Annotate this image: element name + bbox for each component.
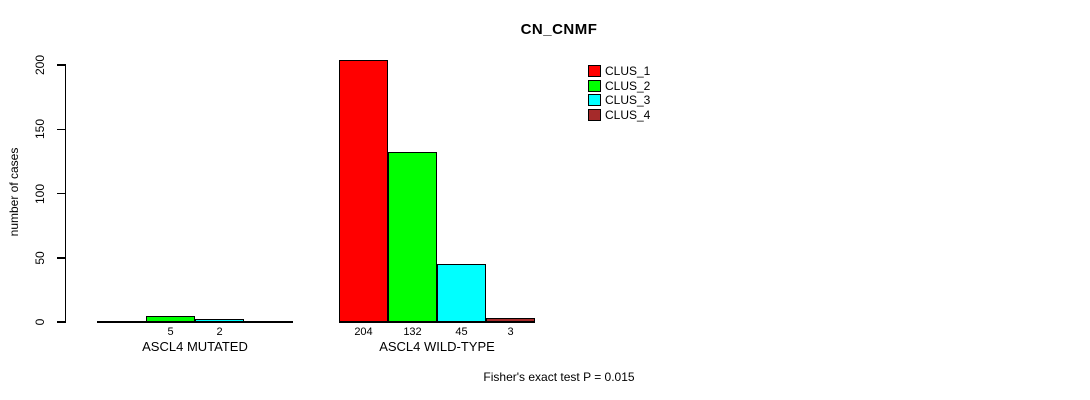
stat-annotation: Fisher's exact test P = 0.015	[483, 370, 635, 384]
bar-clus_3-2	[437, 264, 486, 322]
x-group-label: ASCL4 MUTATED	[142, 339, 248, 354]
legend-swatch-clus_4	[588, 108, 601, 121]
bar-value-label: 2	[216, 326, 223, 338]
bar-value-label: 45	[455, 326, 468, 338]
y-tick	[57, 192, 65, 195]
legend-item: CLUS_4	[588, 107, 651, 122]
y-tick-label: 50	[33, 251, 47, 265]
legend-label: CLUS_3	[605, 93, 651, 107]
legend-item: CLUS_2	[588, 78, 651, 93]
bar-value-label: 204	[354, 326, 373, 338]
legend-item: CLUS_3	[588, 94, 650, 106]
y-tick	[57, 64, 65, 66]
legend-swatch-clus_2	[588, 79, 601, 92]
y-tick-label: 100	[33, 183, 47, 204]
chart-title: CN_CNMF	[520, 21, 598, 38]
bar-clus_2-2	[388, 152, 437, 322]
y-tick	[57, 321, 65, 323]
bar-clus_4-2	[486, 318, 535, 322]
bar-value-label: 3	[507, 326, 514, 338]
bar-value-label: 5	[167, 326, 174, 338]
y-tick-label: 200	[33, 54, 47, 76]
legend-label: CLUS_4	[605, 107, 651, 122]
y-axis-label: number of cases	[7, 147, 21, 237]
legend-item: CLUS_1	[588, 65, 650, 77]
legend-label: CLUS_1	[605, 64, 651, 78]
bar-clus_3-1	[195, 319, 244, 322]
bar-clus_2-1	[146, 316, 195, 322]
legend-swatch-clus_3	[588, 94, 601, 106]
y-tick-label: 150	[33, 119, 47, 140]
bar-value-label: 132	[403, 326, 422, 338]
bar-clus_1-2	[339, 60, 388, 322]
y-tick-label: 0	[33, 318, 47, 326]
legend-swatch-clus_1	[588, 65, 601, 77]
y-tick	[57, 257, 65, 259]
x-group-label: ASCL4 WILD-TYPE	[379, 339, 495, 354]
legend: CLUS_1 CLUS_2 CLUS_3 CLUS_4	[588, 65, 650, 123]
legend-label: CLUS_2	[605, 78, 651, 93]
y-tick	[57, 128, 65, 130]
y-axis-line	[64, 64, 66, 323]
